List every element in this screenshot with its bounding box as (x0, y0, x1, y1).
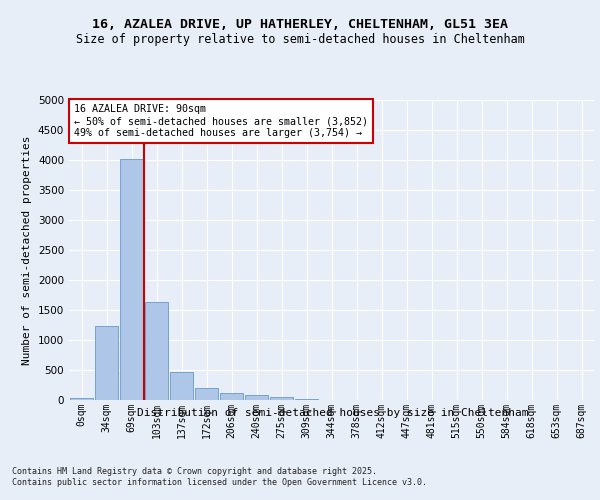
Text: Distribution of semi-detached houses by size in Cheltenham: Distribution of semi-detached houses by … (137, 408, 529, 418)
Bar (195, 388, 218, 400)
Bar (295, 399, 318, 400)
Text: Size of property relative to semi-detached houses in Cheltenham: Size of property relative to semi-detach… (76, 32, 524, 46)
Bar (120, 159, 143, 400)
Text: 16 AZALEA DRIVE: 90sqm
← 50% of semi-detached houses are smaller (3,852)
49% of : 16 AZALEA DRIVE: 90sqm ← 50% of semi-det… (74, 104, 368, 138)
Bar (270, 398, 293, 400)
Bar (170, 372, 193, 400)
Text: 16, AZALEA DRIVE, UP HATHERLEY, CHELTENHAM, GL51 3EA: 16, AZALEA DRIVE, UP HATHERLEY, CHELTENH… (92, 18, 508, 30)
Y-axis label: Number of semi-detached properties: Number of semi-detached properties (22, 135, 32, 365)
Bar (70, 398, 93, 400)
Text: Contains HM Land Registry data © Crown copyright and database right 2025.
Contai: Contains HM Land Registry data © Crown c… (12, 468, 427, 487)
Bar (145, 302, 168, 400)
Bar (245, 395, 268, 400)
Bar (220, 393, 243, 400)
Bar (95, 326, 118, 400)
